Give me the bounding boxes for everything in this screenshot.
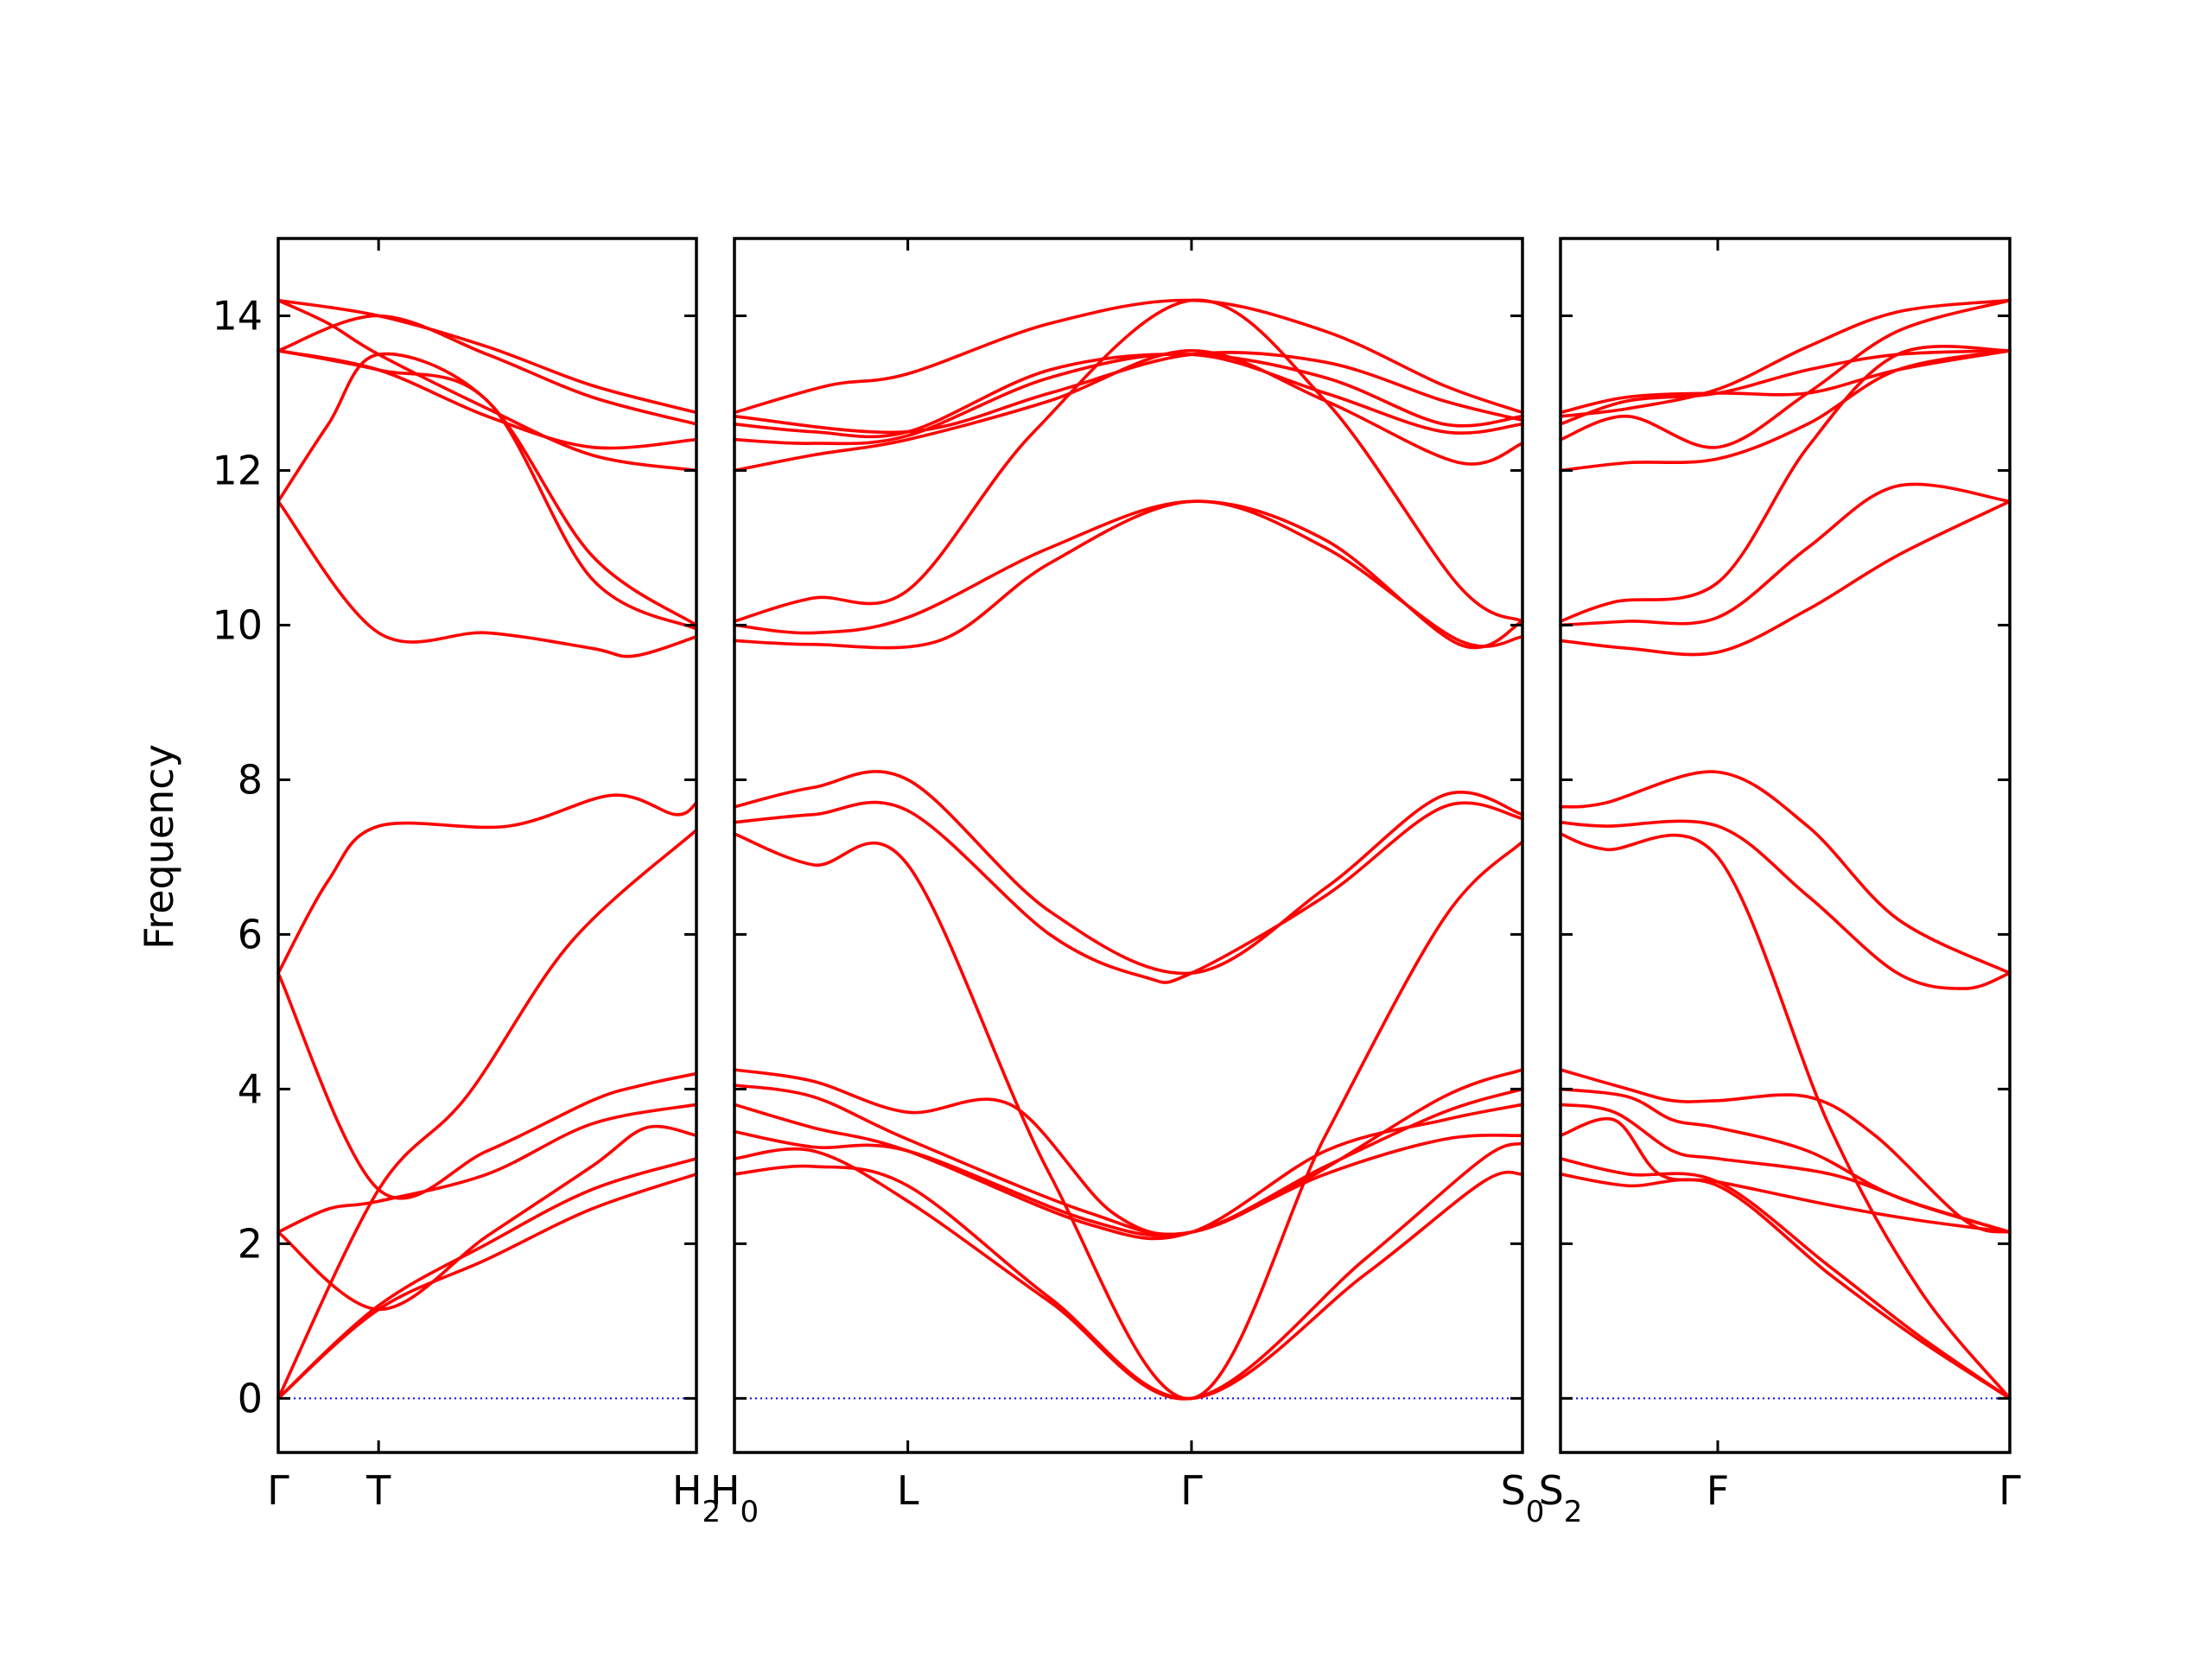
- band-line-7: [1559, 832, 2012, 1401]
- band-line-12: [733, 298, 1524, 623]
- x-tick-label: L: [897, 1467, 919, 1514]
- band-line-17: [733, 351, 1524, 435]
- panel-3: S2 F Γ: [1539, 237, 2021, 1529]
- band-line-16: [1559, 349, 2012, 415]
- x-tick-label: T: [365, 1467, 391, 1514]
- band-line-8: [276, 499, 698, 658]
- band-line-17: [1559, 298, 2012, 418]
- x-tick-label: Γ: [1999, 1467, 2021, 1514]
- x-tick-label: H0: [710, 1467, 759, 1529]
- band-line-10: [276, 349, 698, 631]
- band-line-8: [1559, 819, 2012, 990]
- band-line-13: [1559, 349, 2012, 473]
- panel-2: H0 L Γ S0: [710, 237, 1545, 1529]
- band-line-7: [733, 832, 1524, 1401]
- x-tick-label: Γ: [267, 1467, 289, 1514]
- band-line-14: [276, 298, 698, 415]
- band-line-10: [1559, 499, 2012, 657]
- band-line-13: [276, 314, 698, 426]
- band-line-9: [276, 352, 698, 627]
- band-line-5: [1559, 1087, 2012, 1234]
- band-line-13: [733, 349, 1524, 473]
- band-line-3: [276, 1124, 698, 1312]
- band-line-14: [1559, 298, 2012, 449]
- x-tick-label: S2: [1539, 1467, 1583, 1529]
- y-tick-label: 2: [238, 1220, 263, 1267]
- band-line-9: [733, 770, 1524, 976]
- band-line-11: [276, 298, 698, 473]
- y-tick-label: 14: [212, 292, 263, 339]
- x-tick-label: S0: [1501, 1467, 1545, 1529]
- band-line-12: [276, 349, 698, 450]
- band-line-5: [276, 971, 698, 1200]
- y-tick-label: 4: [238, 1065, 263, 1112]
- band-line-15: [1559, 349, 2012, 426]
- band-line-15: [733, 353, 1524, 439]
- band-line-12: [1559, 345, 2012, 623]
- y-axis-label: Frequency: [136, 744, 182, 950]
- x-tick-label: Γ: [1180, 1467, 1203, 1514]
- band-line-1: [1559, 1173, 2012, 1401]
- band-line-4: [276, 1103, 698, 1234]
- y-tick-label: 6: [238, 911, 263, 957]
- band-line-14: [733, 353, 1524, 446]
- band-line-4: [733, 1103, 1524, 1241]
- panel-frame: [1559, 237, 2012, 1454]
- x-tick-label: F: [1707, 1467, 1729, 1514]
- panel-frame: [276, 237, 698, 1454]
- band-line-2: [276, 1157, 698, 1401]
- panel-1: 0 2 4 6 8 10 12 14 Γ T H2: [212, 237, 721, 1529]
- band-line-5: [733, 1084, 1524, 1236]
- y-tick-label: 10: [212, 601, 263, 648]
- y-tick-label: 8: [238, 756, 263, 803]
- band-line-3: [733, 1129, 1524, 1237]
- band-line-10: [733, 499, 1524, 650]
- band-line-6: [733, 1068, 1524, 1236]
- band-line-16: [733, 298, 1524, 415]
- band-line-2: [1559, 1157, 2012, 1401]
- band-line-6: [276, 828, 698, 1401]
- y-tick-label: 0: [238, 1375, 263, 1421]
- panel-frame: [733, 237, 1524, 1454]
- band-line-2: [733, 1141, 1524, 1401]
- band-line-6: [1559, 1068, 2012, 1234]
- band-line-1: [733, 1164, 1524, 1401]
- band-line-7: [276, 793, 698, 975]
- band-line-3: [1559, 1116, 2012, 1234]
- band-line-8: [733, 800, 1524, 984]
- band-line-11: [1559, 482, 2012, 627]
- x-tick-label: H2: [672, 1467, 721, 1529]
- band-line-9: [1559, 770, 2012, 975]
- band-line-11: [733, 499, 1524, 650]
- y-tick-label: 12: [212, 447, 263, 493]
